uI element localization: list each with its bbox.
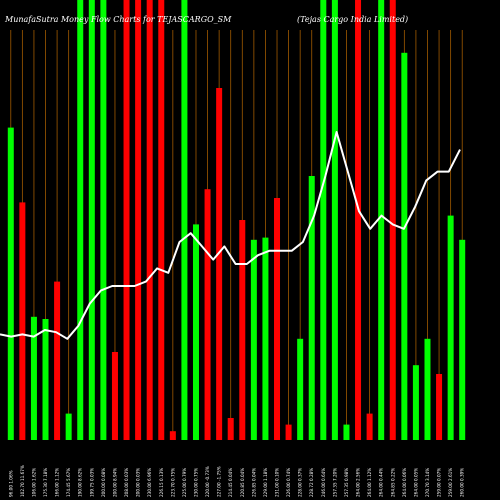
x-tick-label: 230.00 6.96% <box>147 468 152 497</box>
x-tick-label: 200.00 0.08% <box>101 468 106 497</box>
bar <box>146 0 153 440</box>
x-tick-label: 260.00 0.39% <box>460 468 465 497</box>
x-tick-label: 96.00 1.06% <box>8 470 13 497</box>
x-tick-label: 257.35 7.20% <box>332 468 337 497</box>
x-tick-label: 223.70 0.75% <box>170 468 175 497</box>
bar <box>343 424 350 440</box>
bar <box>181 0 188 440</box>
x-tick-label: 225.00 0.79% <box>182 468 187 497</box>
bar <box>216 88 223 440</box>
x-tick-label: 190.00 8.62% <box>78 468 83 497</box>
x-tick-label: 231.00 0.10% <box>275 468 280 497</box>
bar <box>19 202 26 440</box>
bar <box>389 0 396 440</box>
bar <box>192 224 199 440</box>
bar <box>100 0 107 440</box>
bar <box>308 176 315 440</box>
x-tick-label: 166.00 1.12% <box>55 468 60 497</box>
bar <box>285 424 292 440</box>
x-tick-label: 246.00 0.64% <box>321 468 326 497</box>
bar <box>378 0 385 440</box>
bar <box>204 189 211 440</box>
x-tick-label: 200.00 8.94% <box>112 468 117 497</box>
bar <box>459 239 466 440</box>
bar <box>227 418 234 440</box>
x-tick-label: 264.00 0.05% <box>413 468 418 497</box>
chart-title-left: MunafaSutra Money Flow Charts for TEJASC… <box>4 15 232 24</box>
flow-line <box>0 131 461 340</box>
x-tick-label: 270.70 3.14% <box>425 468 430 497</box>
x-tick-label: 226.85 0.04% <box>251 468 256 497</box>
chart-title-right: (Tejas Cargo India Limited) <box>297 15 408 24</box>
x-tick-label: 229.00 1.18% <box>263 468 268 497</box>
x-tick-label: 220.85 0.04% <box>240 468 245 497</box>
bar <box>123 0 130 440</box>
bar <box>412 365 419 440</box>
bar <box>366 413 373 440</box>
x-tick-label: 175.30 7.18% <box>43 468 48 497</box>
x-tick-label: 257.35 0.98% <box>344 468 349 497</box>
bar <box>30 316 37 440</box>
bar <box>274 198 281 440</box>
x-tick-labels: 96.00 1.06% 102.70 11.67% 106.00 1.62% 175.… <box>8 465 464 497</box>
x-tick-label: 230.00 0.75% <box>193 468 198 497</box>
x-tick-label: 264.00 0.06% <box>402 468 407 497</box>
bar <box>135 0 142 440</box>
bar <box>239 220 246 440</box>
bar <box>65 413 72 440</box>
bar <box>111 352 118 440</box>
x-tick-label: 102.70 11.67% <box>20 465 25 497</box>
bar <box>169 431 176 440</box>
x-tick-label: 227.00 -1.75% <box>217 466 222 497</box>
bar <box>158 0 165 440</box>
bar <box>42 319 49 440</box>
bar <box>54 281 61 440</box>
x-tick-label: 264.00 2.56% <box>356 468 361 497</box>
bar-series <box>7 0 466 441</box>
x-tick-label: 106.00 1.62% <box>31 468 36 497</box>
bar <box>401 52 408 441</box>
bar <box>262 237 269 440</box>
bar <box>355 0 362 440</box>
x-tick-label: 214.45 0.04% <box>228 468 233 497</box>
flow-line-path <box>0 131 461 340</box>
x-tick-label: 259.00 2.61% <box>448 468 453 497</box>
x-tick-label: 220.00 -0.73% <box>205 466 210 497</box>
x-tick-label: 228.00 0.37% <box>298 468 303 497</box>
bar <box>7 127 14 440</box>
bar <box>88 0 95 440</box>
x-tick-label: 228.72 0.28% <box>309 468 314 497</box>
bar <box>331 0 338 440</box>
bar <box>436 374 443 440</box>
x-tick-label: 259.00 0.07% <box>437 468 442 497</box>
bar <box>424 338 431 440</box>
x-tick-label: 199.75 0.03% <box>89 468 94 497</box>
x-tick-label: 200.00 0.03% <box>136 468 141 497</box>
x-tick-label: 226.15 0.13% <box>159 468 164 497</box>
bar <box>250 239 257 440</box>
bar <box>77 0 84 440</box>
bar <box>447 215 454 440</box>
bar <box>320 0 327 440</box>
x-tick-label: 208.00 0.03% <box>124 468 129 497</box>
x-tick-label: 174.45 5.67% <box>66 468 71 497</box>
bar <box>297 338 304 440</box>
x-tick-label: 226.00 0.74% <box>286 468 291 497</box>
x-tick-label: 264.00 0.44% <box>379 468 384 497</box>
x-tick-label: 264.85 0.22% <box>390 468 395 497</box>
x-tick-label: 264.00 1.12% <box>367 468 372 497</box>
